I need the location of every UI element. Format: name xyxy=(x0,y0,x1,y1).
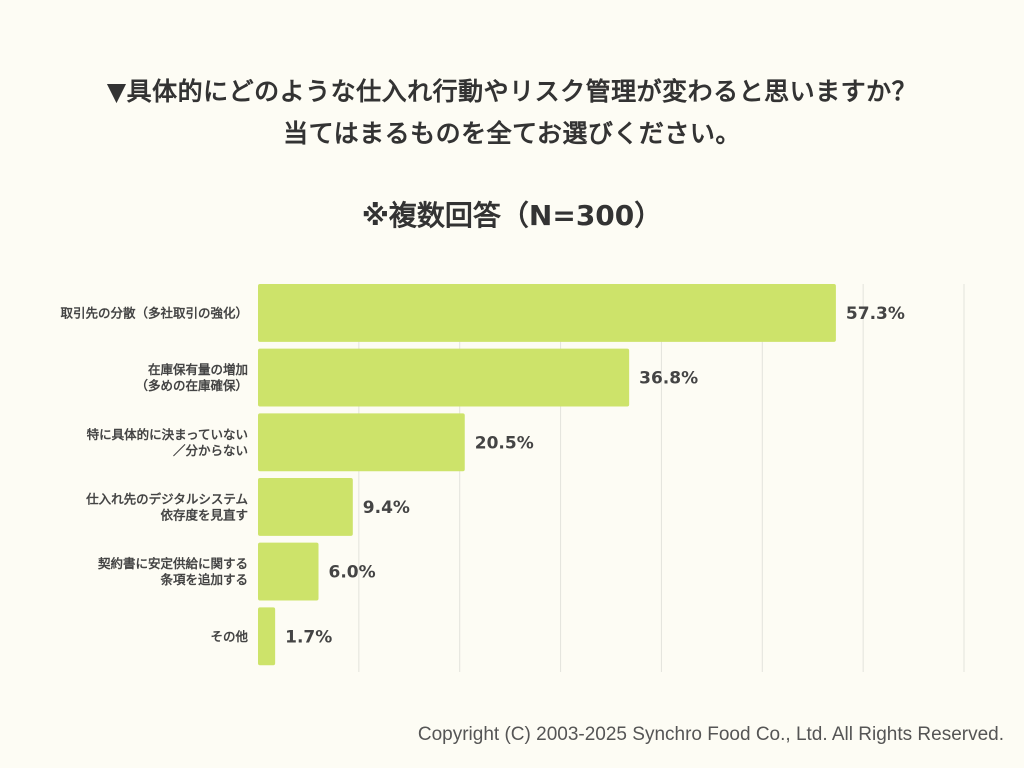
data-label: 57.3% xyxy=(846,304,905,324)
bar xyxy=(258,413,465,472)
bar xyxy=(258,542,319,601)
category-label: 契約書に安定供給に関する xyxy=(97,556,248,571)
copyright-notice: Copyright (C) 2003-2025 Synchro Food Co.… xyxy=(417,724,1004,745)
bar xyxy=(258,284,836,342)
bar xyxy=(258,607,276,666)
category-label: （多めの在庫確保） xyxy=(135,378,248,393)
category-label: 取引先の分散（多社取引の強化） xyxy=(60,305,248,320)
chart-title-line-1: ▼具体的にどのような仕入れ行動やリスク管理が変わると思いますか？ xyxy=(106,77,918,106)
category-label: 条項を追加する xyxy=(159,572,248,587)
chart-subtitle: ※複数回答（N=300） xyxy=(361,199,663,232)
data-label: 6.0% xyxy=(329,563,376,583)
chart-title-line-2: 当てはまるものを全てお選びください。 xyxy=(283,119,741,148)
bar xyxy=(258,478,353,536)
category-label: その他 xyxy=(210,629,248,644)
data-label: 20.5% xyxy=(475,433,534,453)
category-label: 在庫保有量の増加 xyxy=(148,362,248,377)
category-label: ／分からない xyxy=(173,443,248,458)
data-label: 1.7% xyxy=(285,627,332,647)
category-label: 仕入れ先のデジタルシステム xyxy=(85,491,248,506)
bar xyxy=(258,348,630,407)
category-label: 依存度を見直す xyxy=(160,507,248,522)
data-label: 36.8% xyxy=(639,369,698,389)
data-label: 9.4% xyxy=(363,498,410,518)
category-label: 特に具体的に決まっていない xyxy=(87,427,248,442)
